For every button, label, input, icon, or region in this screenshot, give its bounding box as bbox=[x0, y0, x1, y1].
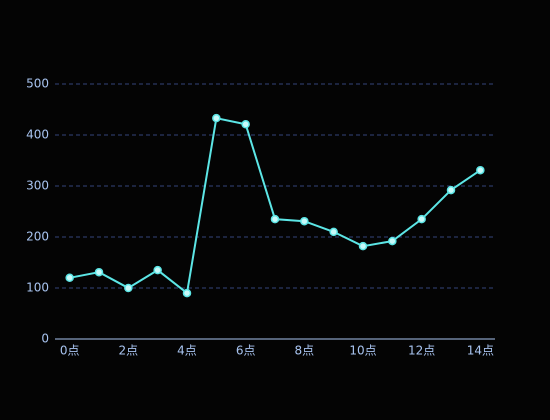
y-tick-label: 0 bbox=[41, 332, 49, 346]
y-tick-label: 100 bbox=[26, 281, 49, 295]
point bbox=[446, 185, 456, 195]
point bbox=[182, 288, 192, 298]
point bbox=[270, 214, 280, 224]
point bbox=[153, 265, 162, 275]
x-tick-label: 14点 bbox=[467, 344, 494, 358]
y-tick-label: 200 bbox=[26, 230, 49, 244]
y-tick-label: 300 bbox=[26, 179, 49, 193]
point bbox=[212, 113, 221, 123]
point bbox=[241, 120, 250, 129]
x-tick-label: 6点 bbox=[236, 344, 256, 358]
x-tick-label: 10点 bbox=[349, 344, 376, 358]
y-tick-label: 400 bbox=[26, 128, 49, 142]
point bbox=[65, 273, 74, 283]
point bbox=[329, 227, 338, 237]
x-tick-label: 0点 bbox=[60, 344, 80, 358]
point bbox=[388, 236, 397, 246]
x-tick-label: 8点 bbox=[295, 344, 315, 358]
point bbox=[94, 267, 104, 277]
point bbox=[476, 165, 485, 175]
x-tick-label: 2点 bbox=[119, 344, 139, 358]
x-tick-label: 4点 bbox=[177, 344, 197, 358]
point bbox=[124, 283, 133, 293]
y-tick-label: 500 bbox=[26, 77, 49, 91]
point bbox=[417, 214, 426, 224]
point bbox=[358, 241, 368, 251]
x-tick-label: 12点 bbox=[408, 344, 435, 358]
point bbox=[300, 216, 309, 226]
